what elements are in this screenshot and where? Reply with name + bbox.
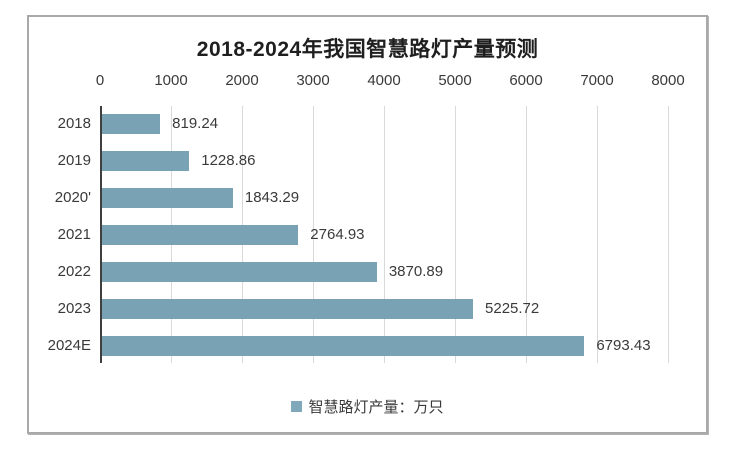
chart-title: 2018-2024年我国智慧路灯产量预测 (196, 38, 539, 61)
chart-area: 2018-2024年我国智慧路灯产量预测 0 1000 2000 3000 4000 50… (29, 17, 706, 432)
category-label: 2019 (57, 152, 91, 169)
legend: 智慧路灯产量：万只 (29, 396, 706, 417)
gridline (455, 106, 456, 363)
gridline (313, 106, 314, 363)
x-tick-label: 0 (95, 72, 105, 89)
category-label: 2020' (54, 189, 91, 206)
bar-value-label: 3870.89 (388, 263, 444, 280)
category-label: 2018 (57, 115, 91, 132)
gridline (597, 106, 598, 363)
legend-label: 智慧路灯产量：万只 (308, 399, 444, 416)
x-tick-label: 7000 (580, 72, 614, 89)
bar-value-label: 1843.29 (244, 189, 300, 206)
bar (102, 188, 233, 208)
x-tick-label: 1000 (154, 72, 188, 89)
bar (102, 299, 474, 319)
x-tick-label: 8000 (651, 72, 685, 89)
category-label: 2023 (57, 300, 91, 317)
bar-value-label: 5225.72 (485, 300, 540, 317)
bar-value-label: 2764.93 (310, 226, 365, 243)
x-tick-label: 3000 (296, 72, 330, 89)
bar (102, 114, 161, 134)
bar-value-label: 6793.43 (596, 337, 651, 354)
x-tick-label: 2000 (225, 72, 259, 89)
x-tick-label: 5000 (438, 72, 472, 89)
y-axis-line (100, 106, 102, 363)
bar (102, 262, 377, 282)
chart-panel: 2018-2024年我国智慧路灯产量预测 0 1000 2000 3000 4000 50… (27, 15, 708, 434)
bar (102, 225, 299, 245)
bar-value-label: 1228.86 (201, 152, 256, 169)
gridline (526, 106, 527, 363)
category-label: 2022 (57, 263, 91, 280)
category-label: 2021 (57, 226, 91, 243)
legend-square-icon (291, 401, 303, 412)
bar-value-label: 819.24 (172, 115, 219, 132)
bar (102, 336, 585, 356)
x-tick-label: 4000 (367, 72, 401, 89)
x-tick-label: 6000 (509, 72, 543, 89)
gridline (384, 106, 385, 363)
category-label: 2024E (47, 337, 91, 354)
gridline (668, 106, 669, 363)
bar (102, 151, 190, 171)
